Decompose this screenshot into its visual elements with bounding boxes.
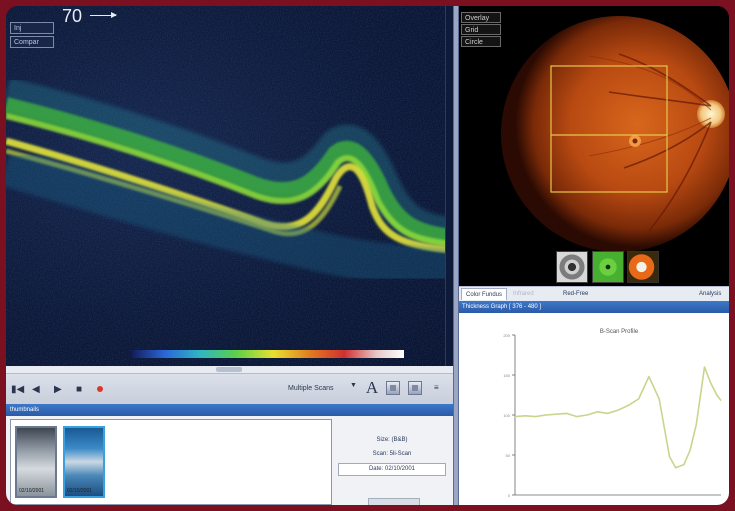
tab-analysis[interactable]: Analysis [699, 291, 722, 297]
scan-mode-select[interactable]: Multiple Scans [288, 385, 334, 392]
record-icon[interactable] [97, 386, 103, 392]
fundus-viewer[interactable]: Overlay Grid Circle [459, 6, 729, 286]
thumbnail-caption: 02/10/2001 [19, 488, 45, 494]
scan-roi-box[interactable] [550, 65, 668, 193]
fundus-image [501, 16, 729, 252]
circle-button[interactable]: Circle [461, 36, 501, 47]
thumbnails-panel: 02/10/2001 02/10/2001 [6, 416, 453, 505]
oct-bscan-viewer[interactable]: 70 Inj Compar [6, 6, 453, 366]
green-fundus-thumbnail[interactable] [592, 251, 624, 283]
y-tick-label: 50 [506, 453, 511, 458]
image-icon[interactable] [386, 381, 400, 395]
step-back-icon[interactable]: ◀ [32, 384, 40, 395]
zoom-value-label: 70 [62, 6, 83, 26]
tab-infrared[interactable]: Infrared [513, 291, 534, 297]
bottom-button[interactable] [368, 498, 420, 505]
y-tick-label: 200 [503, 333, 510, 338]
thickness-chart: B-Scan Profile 0 50 100 150 200 [503, 329, 722, 498]
skip-back-icon[interactable]: ▮◀ [11, 384, 25, 395]
scrollbar-thumb[interactable] [216, 367, 242, 372]
stop-icon[interactable]: ■ [76, 384, 83, 395]
overlay-button[interactable]: Overlay [461, 12, 501, 23]
scan-type-label: Scan: 5li-Scan [372, 451, 412, 457]
scan-date-field: Date: 02/10/2001 [338, 463, 446, 476]
arrow-right-icon [90, 12, 117, 18]
chart-title: B-Scan Profile [600, 329, 639, 335]
side-button-inj[interactable]: Inj [10, 22, 54, 34]
play-icon[interactable]: ▶ [54, 384, 62, 395]
y-tick-label: 100 [503, 413, 510, 418]
annotate-button[interactable]: A [365, 378, 379, 397]
thickness-graph-header: Thickness Graph [ 376 - 480 ] [459, 301, 729, 313]
thumbnails-header: thumbnails [6, 404, 453, 416]
vertical-scrollbar[interactable] [445, 6, 453, 366]
side-button-compare[interactable]: Compar [10, 36, 54, 48]
tab-red-free[interactable]: Red-Free [563, 291, 589, 297]
thumbnail-item[interactable]: 02/10/2001 [15, 426, 57, 498]
y-tick-label: 150 [503, 373, 510, 378]
intensity-color-scale [132, 350, 404, 358]
image-alt-icon[interactable] [408, 381, 422, 395]
oct-bscan-image [6, 6, 453, 366]
menu-icon[interactable]: ≡ [434, 383, 439, 392]
tab-color-fundus[interactable]: Color Fundus [461, 288, 508, 300]
scan-size-label: Size: (B&B) [376, 437, 408, 443]
thickness-profile-line [514, 366, 722, 469]
panel-splitter[interactable] [453, 6, 459, 505]
grid-button[interactable]: Grid [461, 24, 501, 35]
thumbnail-list[interactable]: 02/10/2001 02/10/2001 [10, 419, 332, 505]
image-mode-tabs: Color Fundus Infrared Red-Free Analysis [459, 286, 729, 302]
dropdown-arrow-icon[interactable]: ▼ [350, 382, 357, 389]
gray-fundus-thumbnail[interactable] [556, 251, 588, 283]
thumbnail-item-selected[interactable]: 02/10/2001 [63, 426, 105, 498]
horizontal-scrollbar[interactable] [6, 366, 453, 374]
thickness-graph-panel: B-Scan Profile 0 50 100 150 200 [459, 313, 729, 505]
y-tick-label: 0 [508, 493, 511, 498]
app-frame: 70 Inj Compar ▮◀ ◀ ▶ ■ Multiple Scans ▼ … [6, 6, 729, 505]
color-fundus-thumbnail[interactable] [627, 251, 659, 283]
thumbnail-caption: 02/10/2001 [67, 488, 93, 494]
